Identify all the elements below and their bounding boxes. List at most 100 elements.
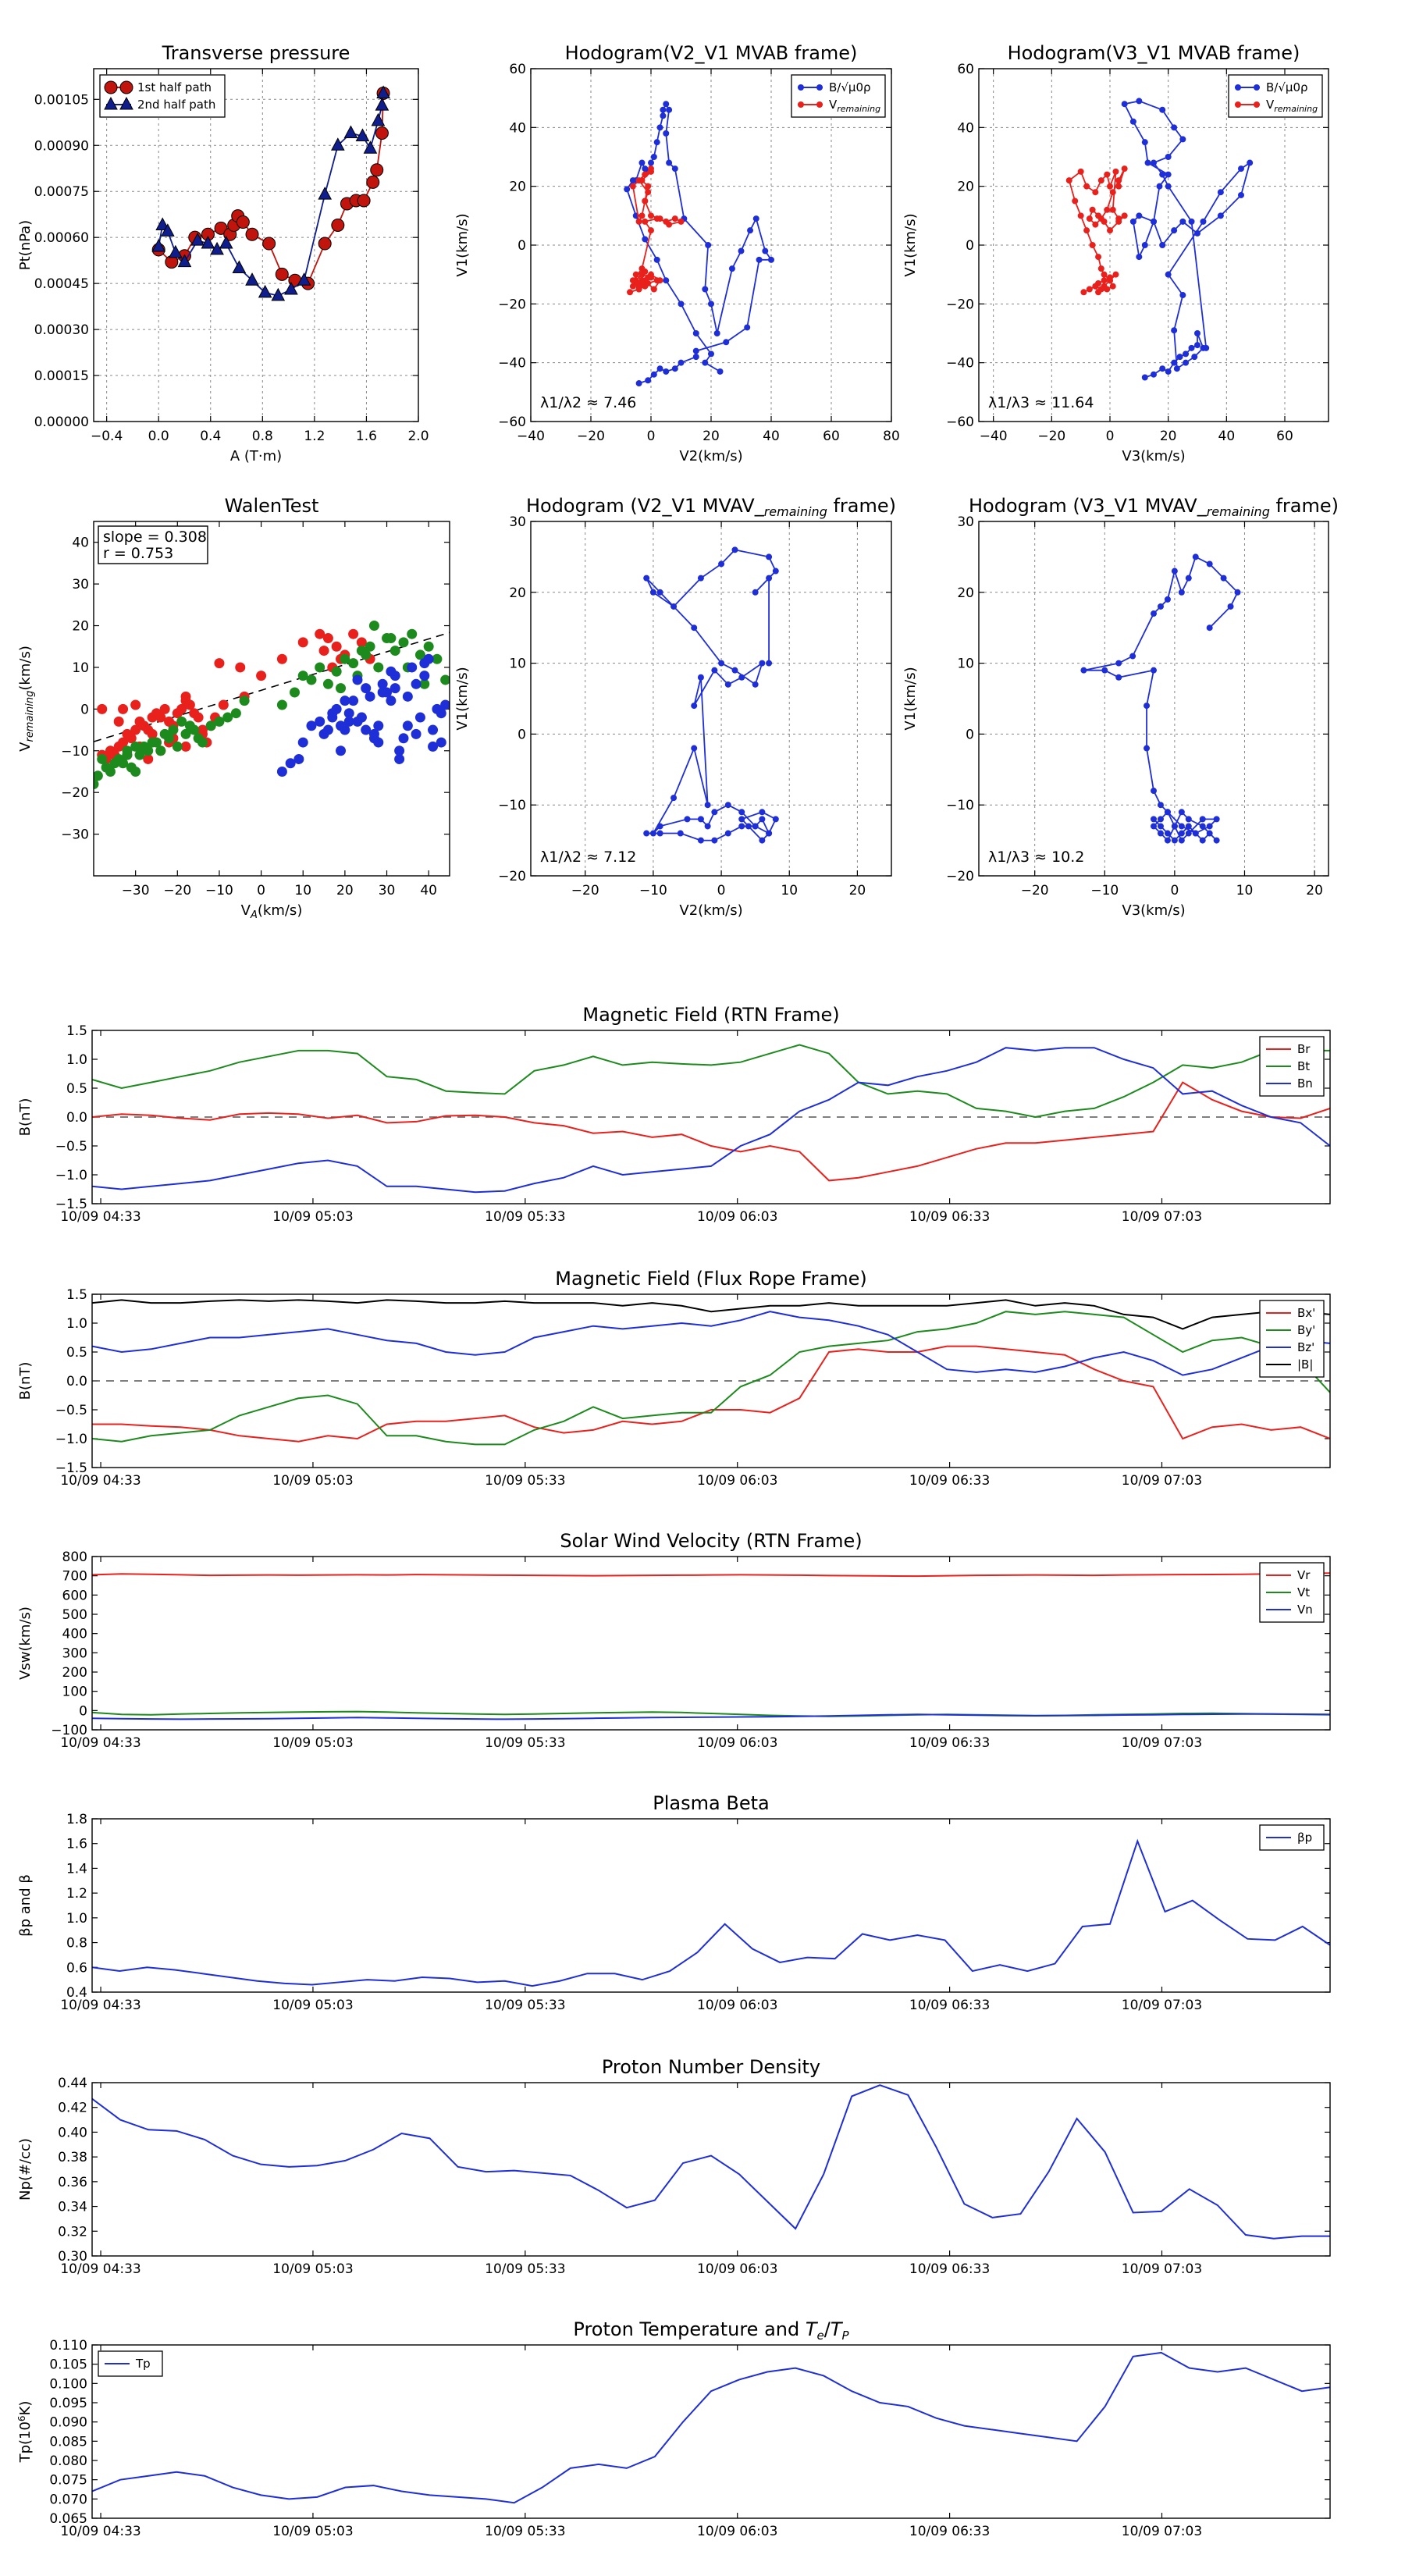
y-axis-label: Np(#/cc) — [17, 2138, 34, 2201]
x-tick-label: 10/09 07:03 — [1122, 1735, 1202, 1751]
data-point — [1095, 289, 1102, 296]
data-point — [297, 272, 311, 286]
data-point — [340, 724, 350, 735]
y-tick-label: −20 — [946, 297, 974, 312]
plot-frame — [93, 521, 450, 877]
data-point — [118, 703, 129, 714]
data-point — [663, 368, 670, 375]
data-point — [411, 678, 422, 689]
data-point — [297, 737, 308, 748]
data-point — [1092, 221, 1099, 228]
data-point — [1247, 159, 1254, 166]
data-point — [1157, 816, 1164, 823]
data-point — [315, 662, 325, 673]
x-tick-label: 10/09 06:33 — [909, 1209, 990, 1225]
stats-box — [98, 525, 208, 564]
data-point — [331, 666, 342, 677]
data-point — [318, 646, 329, 656]
legend-label: |B| — [1297, 1357, 1313, 1372]
data-point — [1165, 271, 1172, 278]
y-tick-label: 0.42 — [58, 2101, 87, 2116]
x-tick-label: 10/09 05:33 — [485, 1209, 565, 1225]
data-point — [759, 660, 766, 667]
y-tick-label: −10 — [498, 798, 526, 813]
chart-h2r: Hodogram (V2_V1 MVAV_remaining frame) −20… — [454, 495, 896, 919]
data-point — [1109, 283, 1116, 290]
y-tick-label: 0.36 — [58, 2175, 87, 2190]
data-point — [648, 165, 654, 173]
data-point — [201, 235, 215, 249]
legend-marker — [119, 80, 133, 94]
series-line-Bx' — [92, 1345, 1330, 1443]
data-point — [648, 212, 654, 219]
data-point — [322, 724, 333, 735]
data-point — [724, 830, 731, 837]
x-tick-label: 10/09 07:03 — [1122, 2524, 1202, 2539]
data-point — [306, 674, 317, 685]
y-tick-label: 1.5 — [66, 1023, 87, 1039]
data-point — [1185, 575, 1192, 582]
data-point — [1179, 292, 1186, 299]
data-point — [1159, 365, 1166, 372]
data-point — [678, 218, 685, 225]
data-point — [711, 837, 718, 844]
data-point — [1183, 350, 1190, 358]
x-tick-label: −0.4 — [91, 429, 123, 444]
data-point — [1171, 359, 1178, 366]
data-point — [1129, 653, 1136, 660]
data-point — [643, 575, 650, 582]
y-tick-label: 20 — [957, 180, 974, 195]
x-tick-label: 10 — [294, 883, 311, 898]
data-point — [197, 724, 208, 735]
data-point — [436, 708, 446, 719]
data-point — [1144, 745, 1151, 752]
x-tick-label: 10/09 05:33 — [485, 2261, 565, 2277]
y-tick-label: 1.2 — [66, 1886, 87, 1902]
data-point — [276, 653, 287, 664]
legend-label: Br — [1297, 1042, 1311, 1056]
data-point — [1151, 816, 1157, 823]
data-point — [650, 154, 657, 160]
data-point — [656, 830, 663, 837]
legend-marker — [798, 84, 804, 91]
legend-label: Bx' — [1297, 1306, 1315, 1320]
x-tick-label: 20 — [1306, 883, 1323, 898]
data-point — [666, 106, 673, 113]
data-point — [1083, 183, 1090, 190]
data-point — [375, 126, 389, 141]
y-tick-label: 0.32 — [58, 2224, 87, 2240]
chart-title: Solar Wind Velocity (RTN Frame) — [560, 1530, 862, 1552]
legend-marker — [1235, 101, 1241, 108]
data-point — [718, 560, 725, 568]
y-tick-label: −1.0 — [55, 1432, 87, 1447]
y-axis-label: Vremaining(km/s) — [17, 646, 36, 752]
y-tick-label: 0.6 — [66, 1960, 87, 1976]
data-point — [1080, 289, 1087, 296]
chart-title: Magnetic Field (Flux Rope Frame) — [555, 1268, 866, 1290]
data-point — [1206, 823, 1213, 830]
data-point — [245, 272, 259, 286]
y-axis-label: V1(km/s) — [454, 667, 471, 730]
data-point — [336, 745, 347, 756]
data-point — [648, 159, 654, 166]
data-point — [629, 177, 636, 184]
data-point — [340, 696, 350, 706]
data-point — [97, 753, 108, 764]
data-point — [627, 289, 634, 296]
data-point — [394, 745, 405, 756]
data-point — [414, 649, 425, 660]
data-point — [1206, 830, 1213, 837]
data-point — [322, 678, 333, 689]
series-layer — [92, 2351, 1330, 2504]
data-point — [1213, 816, 1220, 823]
data-point — [1086, 286, 1093, 293]
plot-frame — [530, 521, 892, 877]
data-point — [1200, 218, 1207, 225]
data-point — [638, 265, 646, 272]
data-point — [691, 703, 698, 710]
data-point — [1159, 171, 1166, 178]
data-point — [371, 112, 386, 126]
data-point — [1171, 823, 1178, 830]
series-line-By' — [92, 1311, 1330, 1446]
legend-box — [791, 74, 886, 118]
